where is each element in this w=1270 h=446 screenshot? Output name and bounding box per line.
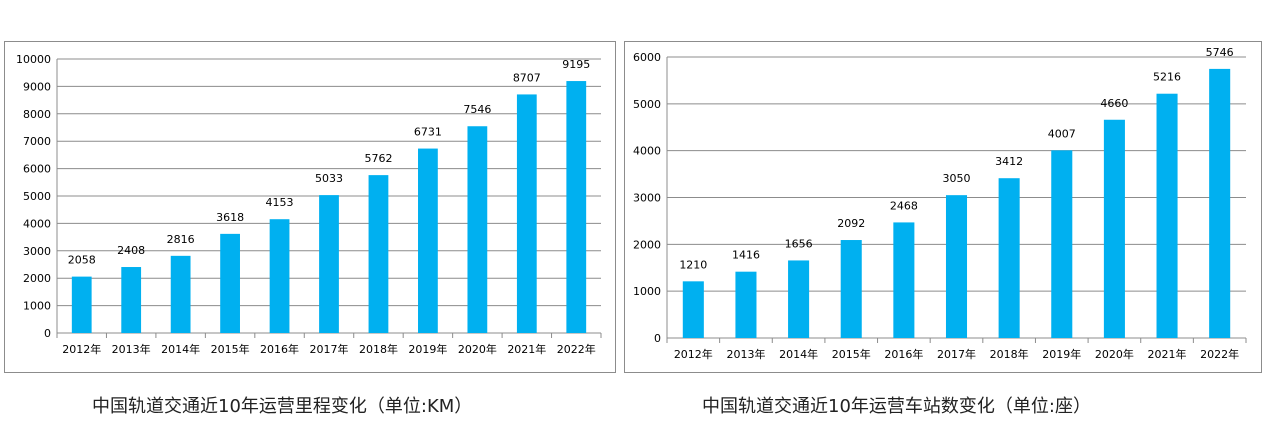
mileage-y-tick-label: 6000	[23, 163, 51, 176]
mileage-bar	[121, 267, 142, 333]
mileage-bar	[71, 276, 92, 333]
mileage-bar	[170, 255, 191, 333]
stations-data-label: 1416	[732, 249, 760, 262]
stations-x-tick-label: 2020年	[1095, 347, 1134, 361]
mileage-data-label: 9195	[562, 58, 590, 71]
stations-x-tick-label: 2014年	[779, 347, 818, 361]
mileage-y-tick-label: 0	[44, 327, 51, 340]
mileage-x-tick-label: 2021年	[507, 342, 546, 356]
stations-data-label: 5216	[1153, 71, 1181, 84]
stations-chart-panel: 0 1000 2000 3000 4000 5000 6000 1210 2012年 1416 20…	[624, 41, 1262, 373]
mileage-data-label: 2408	[117, 244, 145, 257]
mileage-x-tick-label: 2013年	[112, 342, 151, 356]
stations-data-label: 1210	[679, 258, 707, 271]
stations-data-label: 3412	[995, 155, 1023, 168]
stations-data-label: 2468	[890, 199, 918, 212]
stations-y-tick-label: 0	[654, 332, 661, 345]
stations-y-tick-label: 5000	[633, 98, 661, 111]
mileage-data-label: 2058	[68, 254, 96, 267]
stations-x-tick-label: 2021年	[1148, 347, 1187, 361]
stations-bar	[1051, 150, 1073, 338]
stations-x-tick-label: 2013年	[726, 347, 765, 361]
stations-data-label: 4007	[1048, 127, 1076, 140]
stations-bar	[1103, 119, 1125, 338]
mileage-data-label: 4153	[266, 196, 294, 209]
mileage-y-tick-label: 2000	[23, 272, 51, 285]
mileage-bar	[368, 175, 389, 333]
mileage-x-tick-label: 2019年	[408, 342, 447, 356]
mileage-x-tick-label: 2020年	[458, 342, 497, 356]
stations-y-tick-label: 2000	[633, 238, 661, 251]
mileage-data-label: 6731	[414, 126, 442, 139]
mileage-y-tick-label: 10000	[16, 53, 51, 66]
mileage-bar-chart: 0 1000 2000 3000 4000 5000 6000 7000 8000 9000 100…	[16, 53, 602, 356]
stations-x-tick-label: 2015年	[832, 347, 871, 361]
mileage-x-tick-label: 2014年	[161, 342, 200, 356]
stations-bar-chart: 0 1000 2000 3000 4000 5000 6000 1210 2012年 1416 20…	[633, 46, 1247, 361]
mileage-y-tick-label: 8000	[23, 108, 51, 121]
stations-x-tick-label: 2017年	[937, 347, 976, 361]
stations-x-tick-label: 2018年	[990, 347, 1029, 361]
mileage-bar	[220, 233, 240, 333]
mileage-data-label: 8707	[513, 71, 541, 84]
stations-x-tick-label: 2016年	[884, 347, 923, 361]
mileage-bar	[418, 148, 438, 333]
mileage-data-label: 2816	[167, 233, 195, 246]
mileage-x-tick-label: 2017年	[310, 342, 349, 356]
mileage-chart-panel: 0 1000 2000 3000 4000 5000 6000 7000 8000 9000 100…	[4, 41, 616, 373]
stations-y-tick-label: 4000	[633, 145, 661, 158]
mileage-y-tick-label: 1000	[23, 300, 51, 313]
stations-bar	[945, 195, 968, 338]
mileage-x-tick-label: 2015年	[211, 342, 250, 356]
stations-bar	[1209, 68, 1231, 339]
stations-data-label: 3050	[943, 172, 971, 185]
mileage-y-tick-label: 3000	[23, 245, 51, 258]
mileage-x-tick-label: 2022年	[557, 342, 596, 356]
stations-bar	[893, 222, 915, 338]
stations-data-label: 4660	[1100, 97, 1128, 110]
stations-bar	[682, 281, 704, 338]
mileage-bar	[516, 94, 537, 334]
mileage-data-label: 3618	[216, 211, 244, 224]
mileage-y-tick-label: 4000	[23, 217, 51, 230]
mileage-data-label: 5033	[315, 172, 343, 185]
stations-x-tick-label: 2022年	[1200, 347, 1239, 361]
stations-bar	[788, 260, 810, 338]
stations-bar	[998, 178, 1020, 338]
mileage-y-tick-label: 7000	[23, 135, 51, 148]
stations-chart-caption: 中国轨道交通近10年运营车站数变化（单位:座）	[702, 396, 1091, 417]
stations-data-label: 1656	[785, 237, 813, 250]
stations-bar	[1156, 93, 1178, 338]
mileage-chart-caption: 中国轨道交通近10年运营里程变化（单位:KM）	[92, 396, 473, 417]
mileage-x-tick-label: 2018年	[359, 342, 398, 356]
stations-data-label: 2092	[837, 217, 865, 230]
mileage-y-tick-label: 9000	[23, 80, 51, 93]
mileage-data-label: 5762	[364, 152, 392, 165]
mileage-bar	[467, 126, 488, 334]
mileage-data-label: 7546	[463, 103, 491, 116]
mileage-bar	[566, 81, 587, 333]
stations-bar	[840, 240, 862, 338]
stations-y-tick-label: 3000	[633, 192, 661, 205]
stations-x-tick-label: 2012年	[674, 347, 713, 361]
stations-y-tick-label: 1000	[633, 285, 661, 298]
mileage-x-tick-label: 2016年	[260, 342, 299, 356]
stations-bar	[735, 271, 757, 338]
mileage-x-tick-label: 2012年	[62, 342, 101, 356]
mileage-bar	[319, 195, 339, 333]
mileage-bar	[269, 219, 290, 333]
mileage-y-tick-label: 5000	[23, 190, 51, 203]
stations-x-tick-label: 2019年	[1042, 347, 1081, 361]
stations-y-tick-label: 6000	[633, 51, 661, 64]
stations-data-label: 5746	[1206, 46, 1234, 59]
